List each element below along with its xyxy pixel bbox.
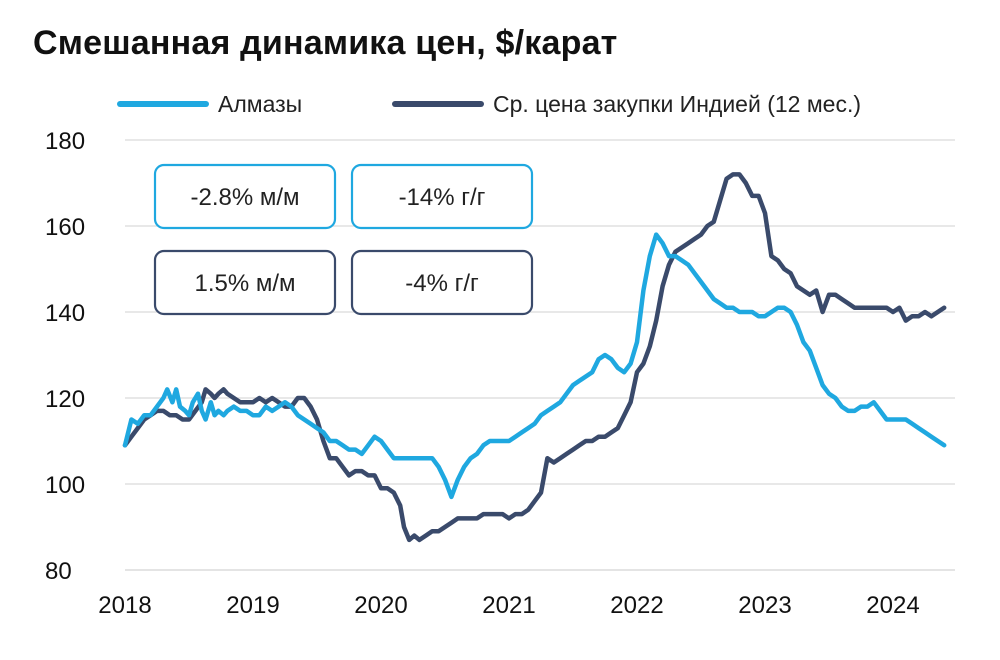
annotation-box xyxy=(350,249,534,316)
y-tick-label: 80 xyxy=(45,558,72,585)
y-tick-label: 160 xyxy=(45,214,85,241)
annotation-label: -14% г/г xyxy=(399,184,486,211)
x-tick-label: 2022 xyxy=(610,592,663,619)
x-tick-label: 2018 xyxy=(98,592,151,619)
series-line-almazy xyxy=(122,232,947,500)
x-tick-label: 2023 xyxy=(738,592,791,619)
chart-title: Смешанная динамика цен, $/карат xyxy=(33,24,618,62)
y-tick-label: 140 xyxy=(45,300,85,327)
x-tick-label: 2021 xyxy=(482,592,535,619)
x-tick-label: 2020 xyxy=(354,592,407,619)
y-tick-label: 120 xyxy=(45,386,85,413)
legend-label: Ср. цена закупки Индией (12 мес.) xyxy=(493,91,861,117)
annotation-label: 1.5% м/м xyxy=(194,270,295,297)
annotation-label: -4% г/г xyxy=(405,270,479,297)
y-tick-label: 180 xyxy=(45,128,85,155)
x-tick-label: 2024 xyxy=(866,592,919,619)
series-line-india xyxy=(122,172,947,543)
legend-label: Алмазы xyxy=(218,91,302,117)
annotation-box xyxy=(153,163,337,230)
y-tick-label: 100 xyxy=(45,472,85,499)
annotation-box xyxy=(153,249,337,316)
x-tick-label: 2019 xyxy=(226,592,279,619)
annotation-label: -2.8% м/м xyxy=(190,184,299,211)
annotation-box xyxy=(350,163,534,230)
